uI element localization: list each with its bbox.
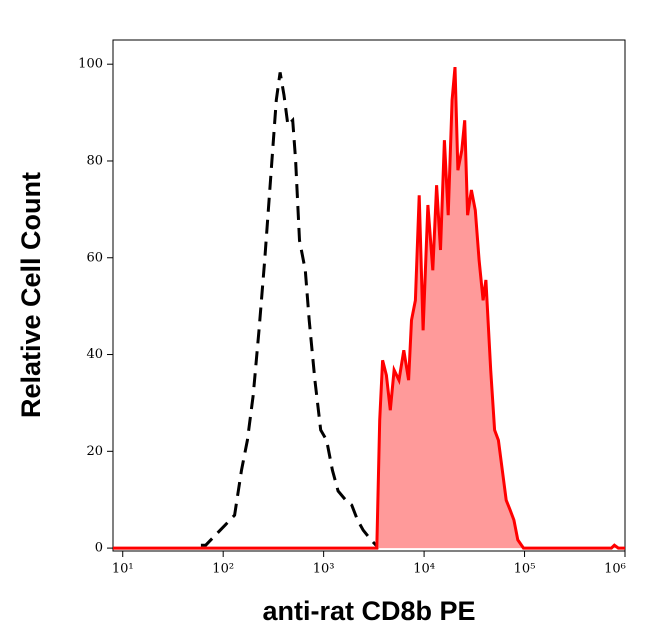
x-tick-label: 10¹ bbox=[112, 562, 134, 577]
x-tick-label: 10⁶ bbox=[604, 562, 626, 577]
x-tick-label: 10² bbox=[212, 562, 234, 577]
y-tick-label: 60 bbox=[86, 250, 103, 265]
line bbox=[113, 66, 625, 550]
y-tick-label: 20 bbox=[86, 444, 103, 459]
y-tick-label: 100 bbox=[78, 57, 103, 72]
x-tick-label: 10³ bbox=[313, 562, 335, 577]
x-tick-label: 10⁴ bbox=[413, 562, 435, 577]
y-tick-label: 0 bbox=[95, 541, 103, 556]
line bbox=[200, 72, 380, 550]
x-axis-label: anti-rat CD8b PE bbox=[262, 596, 475, 626]
y-axis-label: Relative Cell Count bbox=[16, 172, 46, 418]
y-tick-label: 80 bbox=[86, 153, 103, 168]
area bbox=[113, 67, 625, 549]
plot-frame bbox=[112, 39, 626, 552]
x-tick-label: 10⁵ bbox=[514, 562, 536, 577]
y-tick-label: 40 bbox=[86, 347, 103, 362]
